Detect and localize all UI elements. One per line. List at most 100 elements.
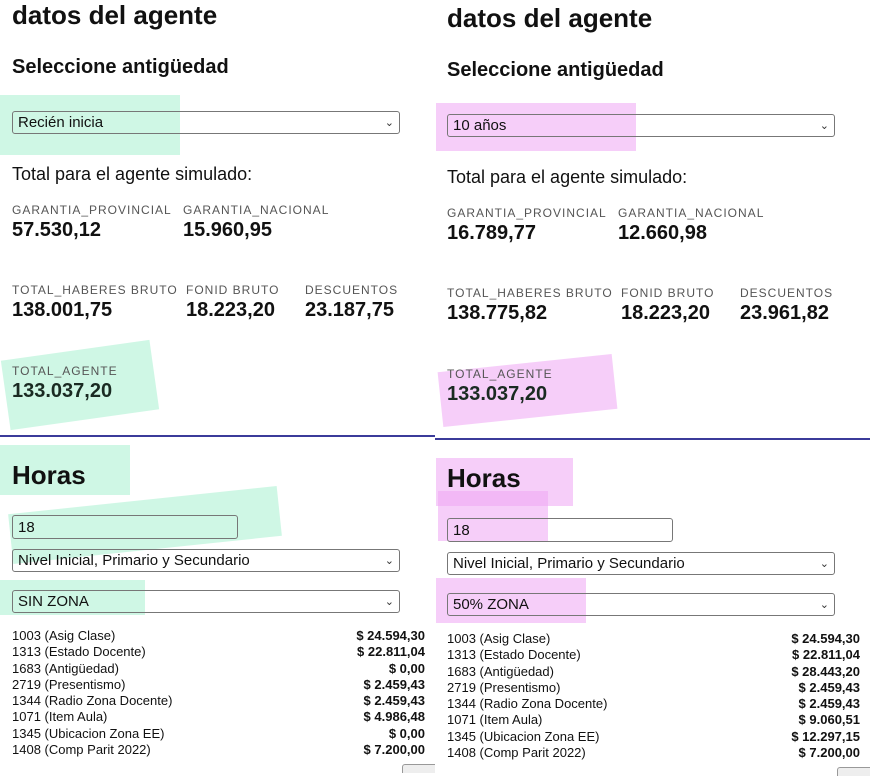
stat-label: GARANTIA_NACIONAL <box>618 206 765 220</box>
highlight-mark <box>0 445 130 495</box>
concept-amount: $ 7.200,00 <box>798 745 860 761</box>
zona-selected-value: 50% ZONA <box>453 596 529 613</box>
antiguedad-heading: Seleccione antigüedad <box>12 56 229 78</box>
simulator-panel: datos del agente Seleccione antigüedad 1… <box>435 3 870 776</box>
stat-value: 23.187,75 <box>305 299 394 321</box>
concept-label: 1003 (Asig Clase) <box>447 631 551 646</box>
concept-label: 1313 (Estado Docente) <box>447 647 581 663</box>
horas-heading: Horas <box>12 460 86 490</box>
stat-value: 15.960,95 <box>183 219 272 241</box>
concept-label: 2719 (Presentismo) <box>12 676 126 692</box>
concept-row: 1003 (Asig Clase) $ 24.594,30 <box>447 631 860 647</box>
horas-heading: Horas <box>447 463 521 493</box>
chevron-down-icon: ⌄ <box>384 596 394 608</box>
chevron-down-icon: ⌄ <box>819 120 829 132</box>
nivel-select[interactable]: Nivel Inicial, Primario y Secundario ⌄ <box>12 549 400 572</box>
garantia-provincial-stat: GARANTIA_PROVINCIAL 57.530,12 <box>12 203 172 242</box>
stat-value: 133.037,20 <box>12 380 113 402</box>
concept-amount: $ 28.443,20 <box>791 663 860 679</box>
concept-amount: $ 2.459,43 <box>798 679 860 695</box>
stat-label: GARANTIA_PROVINCIAL <box>12 203 172 217</box>
concept-row: 1003 (Asig Clase) $ 24.594,30 <box>12 628 425 644</box>
concept-amount: $ 22.811,04 <box>357 644 425 660</box>
concept-row: 1071 (Item Aula) $ 9.060,51 <box>447 712 860 728</box>
stat-label: FONID BRUTO <box>621 286 715 300</box>
stat-label: DESCUENTOS <box>740 286 834 300</box>
descuentos-stat: DESCUENTOS 23.187,75 <box>305 283 398 322</box>
garantia-nacional-stat: GARANTIA_NACIONAL 15.960,95 <box>183 203 329 242</box>
simulator-panel: datos del agente Seleccione antigüedad R… <box>0 0 435 773</box>
concept-label: 1313 (Estado Docente) <box>12 644 146 660</box>
action-button[interactable] <box>837 767 870 776</box>
concept-label: 1408 (Comp Parit 2022) <box>447 745 586 761</box>
antiguedad-selected-value: Recién inicia <box>18 114 104 131</box>
chevron-down-icon: ⌄ <box>384 117 394 129</box>
concept-label: 1344 (Radio Zona Docente) <box>12 693 173 709</box>
garantia-provincial-stat: GARANTIA_PROVINCIAL 16.789,77 <box>447 206 607 245</box>
concept-row: 1345 (Ubicacion Zona EE) $ 0,00 <box>12 726 425 742</box>
stat-value: 18.223,20 <box>186 299 275 321</box>
fonid-stat: FONID BRUTO 18.223,20 <box>621 286 714 325</box>
antiguedad-select[interactable]: Recién inicia ⌄ <box>12 111 400 134</box>
horas-input[interactable]: 18 <box>447 518 673 542</box>
stat-value: 12.660,98 <box>618 222 707 244</box>
nivel-select[interactable]: Nivel Inicial, Primario y Secundario ⌄ <box>447 552 835 575</box>
section-divider <box>435 438 870 440</box>
stat-label: TOTAL_HABERES BRUTO <box>447 286 613 300</box>
total-heading: Total para el agente simulado: <box>447 167 688 187</box>
stat-value: 16.789,77 <box>447 222 536 244</box>
concept-list: 1003 (Asig Clase) $ 24.594,30 1313 (Estado… <box>447 631 860 761</box>
total-heading: Total para el agente simulado: <box>12 164 253 184</box>
total-agente-stat: TOTAL_AGENTE 133.037,20 <box>12 364 118 403</box>
stat-label: GARANTIA_PROVINCIAL <box>447 206 607 220</box>
concept-label: 1071 (Item Aula) <box>447 712 543 728</box>
concept-amount: $ 2.459,43 <box>363 693 425 709</box>
page-title: datos del agente <box>12 0 218 30</box>
concept-row: 2719 (Presentismo) $ 2.459,43 <box>447 680 860 696</box>
chevron-down-icon: ⌄ <box>384 555 394 567</box>
stat-label: FONID BRUTO <box>186 283 280 297</box>
stat-value: 18.223,20 <box>621 302 710 324</box>
stat-label: DESCUENTOS <box>305 283 399 297</box>
chevron-down-icon: ⌄ <box>819 599 829 611</box>
stat-value: 138.001,75 <box>12 299 113 321</box>
concept-amount: $ 24.594,30 <box>356 628 425 643</box>
action-button[interactable] <box>402 764 435 773</box>
concept-amount: $ 7.200,00 <box>363 742 425 758</box>
antiguedad-select[interactable]: 10 años ⌄ <box>447 114 835 137</box>
stat-label: TOTAL_HABERES BRUTO <box>12 283 178 297</box>
concept-row: 1408 (Comp Parit 2022) $ 7.200,00 <box>447 745 860 761</box>
stat-value: 23.961,82 <box>740 302 829 324</box>
concept-row: 1683 (Antigüedad) $ 0,00 <box>12 661 425 677</box>
antiguedad-heading: Seleccione antigüedad <box>447 59 664 81</box>
concept-amount: $ 24.594,30 <box>791 631 860 646</box>
concept-label: 1683 (Antigüedad) <box>12 660 119 676</box>
garantia-nacional-stat: GARANTIA_NACIONAL 12.660,98 <box>618 206 764 245</box>
concept-row: 1344 (Radio Zona Docente) $ 2.459,43 <box>447 696 860 712</box>
descuentos-stat: DESCUENTOS 23.961,82 <box>740 286 833 325</box>
zona-select[interactable]: 50% ZONA ⌄ <box>447 593 835 616</box>
stat-label: GARANTIA_NACIONAL <box>183 203 330 217</box>
highlight-mark <box>0 95 180 155</box>
concept-amount: $ 2.459,43 <box>363 676 425 692</box>
section-divider <box>0 435 435 437</box>
concept-row: 1345 (Ubicacion Zona EE) $ 12.297,15 <box>447 729 860 745</box>
concept-amount: $ 22.811,04 <box>792 647 860 663</box>
highlight-mark <box>436 103 636 151</box>
concept-row: 1313 (Estado Docente) $ 22.811,04 <box>12 644 425 660</box>
concept-label: 1345 (Ubicacion Zona EE) <box>447 728 600 744</box>
concept-row: 1683 (Antigüedad) $ 28.443,20 <box>447 664 860 680</box>
concept-row: 1313 (Estado Docente) $ 22.811,04 <box>447 647 860 663</box>
concept-amount: $ 12.297,15 <box>791 728 860 744</box>
concept-list: 1003 (Asig Clase) $ 24.594,30 1313 (Estado… <box>12 628 425 758</box>
stat-value: 133.037,20 <box>447 383 548 405</box>
concept-amount: $ 4.986,48 <box>363 709 425 725</box>
zona-select[interactable]: SIN ZONA ⌄ <box>12 590 400 613</box>
total-haberes-stat: TOTAL_HABERES BRUTO 138.001,75 <box>12 283 178 322</box>
nivel-selected-value: Nivel Inicial, Primario y Secundario <box>18 552 250 569</box>
highlight-mark <box>0 580 145 615</box>
concept-label: 1345 (Ubicacion Zona EE) <box>12 725 165 741</box>
concept-amount: $ 2.459,43 <box>798 696 860 712</box>
concept-label: 1071 (Item Aula) <box>12 709 108 725</box>
horas-input[interactable]: 18 <box>12 515 238 539</box>
